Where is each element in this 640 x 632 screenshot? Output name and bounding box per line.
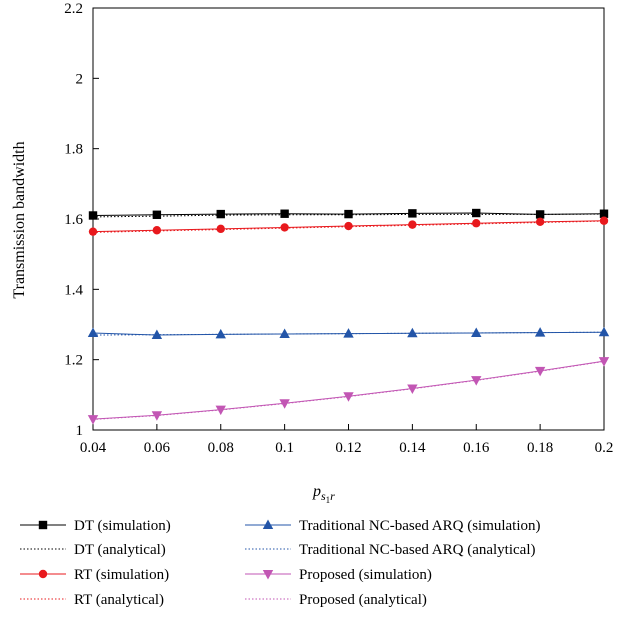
series-point-6 bbox=[279, 399, 290, 409]
series-point-4 bbox=[534, 327, 546, 337]
x-tick-label: 0.2 bbox=[595, 440, 614, 456]
series-point-0 bbox=[599, 209, 609, 218]
series-point-2 bbox=[599, 216, 609, 225]
series-point-0 bbox=[344, 209, 353, 219]
x-tick-label: 0.14 bbox=[399, 440, 426, 456]
y-tick-label: 1.6 bbox=[64, 212, 83, 228]
series-point-0 bbox=[152, 210, 162, 219]
series-point-6 bbox=[407, 384, 418, 395]
series-line-5 bbox=[92, 331, 605, 336]
x-axis-label: ps1r bbox=[312, 483, 335, 505]
x-tick-label: 0.08 bbox=[208, 440, 234, 456]
y-tick-label: 2 bbox=[76, 71, 84, 87]
legend: DT (simulation) DT (analytical) RT (simula… bbox=[20, 518, 541, 608]
series-point-0 bbox=[216, 209, 225, 219]
x-axis-label-sub1: s bbox=[321, 489, 326, 503]
series-point-2 bbox=[280, 223, 289, 232]
series-point-6 bbox=[87, 415, 99, 425]
x-axis-label-main: p bbox=[312, 483, 321, 500]
series-point-4 bbox=[279, 328, 290, 338]
series-point-0 bbox=[88, 211, 98, 220]
series-point-0 bbox=[472, 208, 481, 218]
series-point-6 bbox=[598, 357, 610, 367]
x-axis-label-sub3: r bbox=[330, 489, 335, 503]
series-point-0 bbox=[280, 209, 289, 218]
x-tick-label: 0.04 bbox=[80, 440, 107, 456]
series-point-4 bbox=[598, 326, 610, 337]
series-point-6 bbox=[215, 405, 226, 416]
legend-marker-2 bbox=[38, 569, 48, 579]
legend-label-6: Proposed (simulation) bbox=[299, 567, 432, 583]
legend-label-1: DT (analytical) bbox=[74, 542, 166, 558]
series-line-7 bbox=[92, 360, 605, 420]
series-point-0 bbox=[535, 210, 545, 219]
y-tick-label: 2.2 bbox=[64, 1, 83, 17]
series-point-4 bbox=[215, 328, 226, 339]
series-point-4 bbox=[87, 327, 99, 337]
series-line-1 bbox=[92, 213, 605, 218]
plot-frame bbox=[92, 7, 605, 431]
legend-marker-4 bbox=[262, 519, 274, 529]
y-tick-label: 1.8 bbox=[64, 142, 83, 158]
series-point-2 bbox=[535, 217, 545, 227]
series-point-2 bbox=[216, 224, 225, 234]
y-tick-label: 1 bbox=[76, 423, 84, 439]
legend-label-3: RT (analytical) bbox=[74, 592, 164, 608]
series-point-2 bbox=[472, 219, 481, 228]
y-axis-label: Transmission bandwidth bbox=[11, 141, 28, 298]
series-point-2 bbox=[152, 226, 162, 235]
series-point-4 bbox=[471, 327, 482, 337]
series-line-3 bbox=[92, 220, 605, 233]
legend-marker-0 bbox=[38, 520, 48, 530]
legend-marker-6 bbox=[262, 570, 274, 580]
series-point-4 bbox=[343, 328, 354, 338]
x-tick-label: 0.1 bbox=[275, 440, 294, 456]
x-tick-label: 0.18 bbox=[527, 440, 553, 456]
legend-label-5: Traditional NC-based ARQ (analytical) bbox=[299, 542, 535, 558]
series-point-4 bbox=[407, 327, 418, 338]
legend-label-7: Proposed (analytical) bbox=[299, 592, 427, 608]
plot-layer: 0.04 0.06 0.08 0.1 0.12 0.14 0.16 0.18 0.2 1 1.2 1.… bbox=[64, 1, 613, 456]
series-point-2 bbox=[344, 221, 353, 231]
series-point-2 bbox=[88, 227, 98, 236]
legend-label-4: Traditional NC-based ARQ (simulation) bbox=[299, 518, 541, 534]
series-point-2 bbox=[408, 220, 417, 229]
x-tick-label: 0.12 bbox=[335, 440, 361, 456]
series-line-6 bbox=[92, 360, 605, 420]
x-axis-label-sub2: 1 bbox=[326, 495, 331, 505]
legend-label-0: DT (simulation) bbox=[74, 518, 171, 534]
y-tick-label: 1.4 bbox=[64, 282, 83, 298]
series-point-0 bbox=[408, 209, 417, 218]
series-point-6 bbox=[534, 366, 546, 377]
y-tick-label: 1.2 bbox=[64, 353, 83, 369]
x-tick-label: 0.16 bbox=[463, 440, 490, 456]
legend-label-2: RT (simulation) bbox=[74, 567, 169, 583]
x-tick-label: 0.06 bbox=[144, 440, 171, 456]
